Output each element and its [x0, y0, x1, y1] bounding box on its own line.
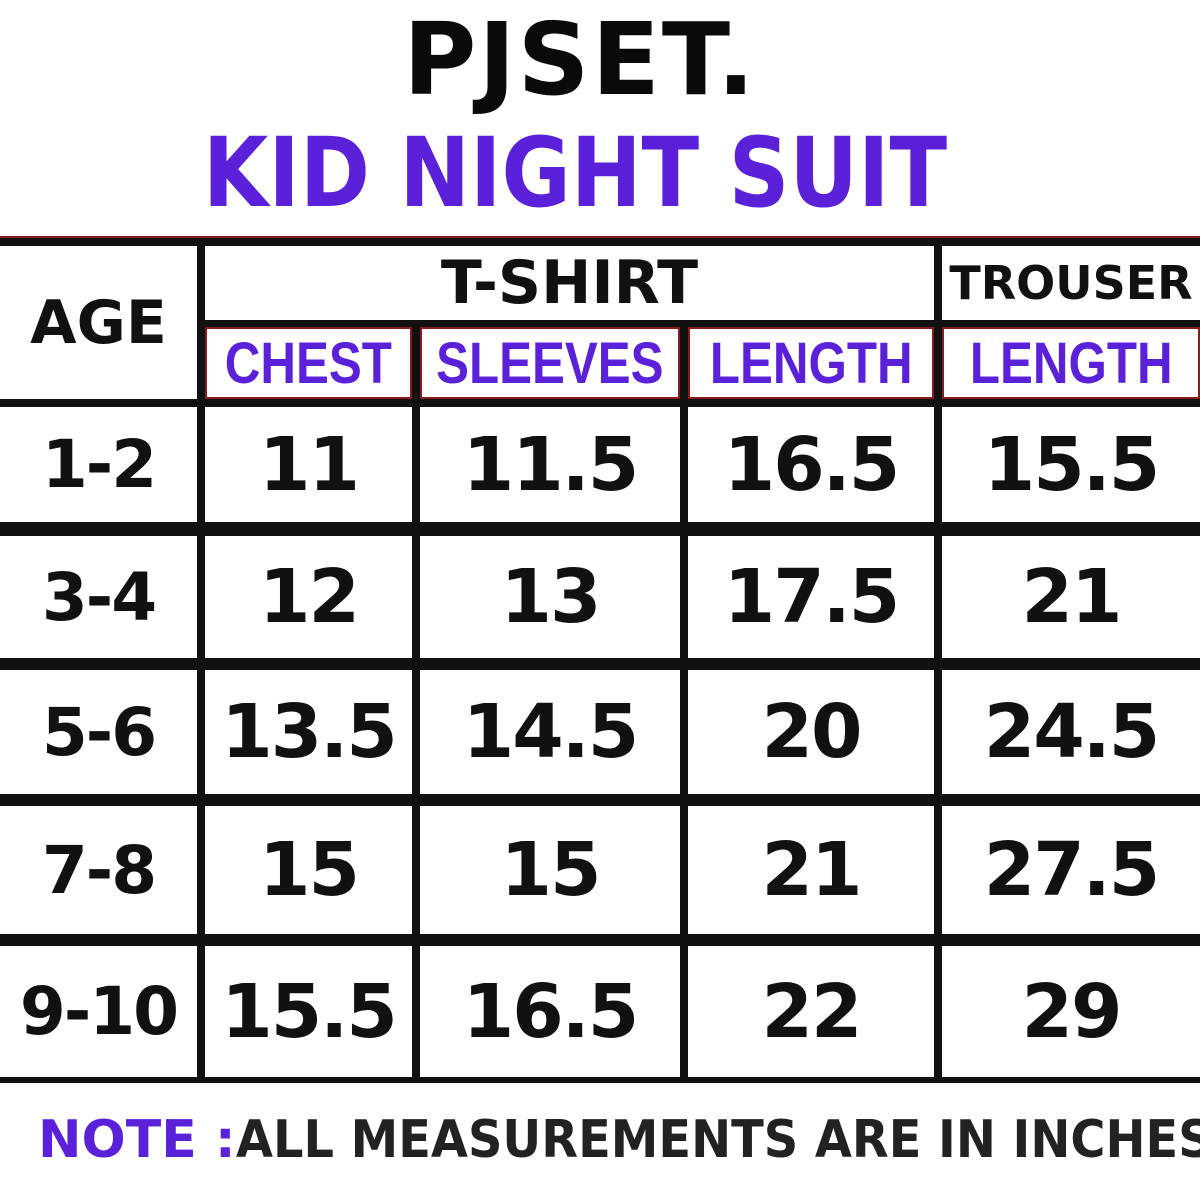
cell-trouser-length: 21 [942, 536, 1200, 658]
cell-trouser-length: 15.5 [942, 407, 1200, 522]
cell-age: 3-4 [0, 536, 197, 658]
header-trouser-length-label: LENGTH [969, 330, 1173, 396]
page-title: KID NIGHT SUIT [202, 117, 948, 229]
cell-length: 17.5 [688, 536, 934, 658]
header-sleeves: SLEEVES [420, 327, 680, 399]
cell-sleeves: 13 [420, 536, 680, 658]
cell-trouser-length: 24.5 [942, 670, 1200, 794]
size-chart-table: AGE T-SHIRT TROUSER CHEST SLEEVES LENGTH… [0, 236, 1200, 1083]
cell-trouser-length: 27.5 [942, 806, 1200, 934]
cell-sleeves: 14.5 [420, 670, 680, 794]
header-length-label: LENGTH [709, 330, 913, 396]
cell-chest: 15 [205, 806, 412, 934]
header-sleeves-label: SLEEVES [436, 330, 664, 396]
header-chest: CHEST [205, 327, 412, 399]
cell-chest: 11 [205, 407, 412, 522]
cell-age: 9-10 [0, 946, 197, 1077]
brand-logo: PJSET. [403, 1, 757, 118]
cell-age: 7-8 [0, 806, 197, 934]
cell-length: 21 [688, 806, 934, 934]
header-trouser: TROUSER [942, 246, 1200, 320]
cell-trouser-length: 29 [942, 946, 1200, 1077]
cell-chest: 15.5 [205, 946, 412, 1077]
cell-age: 1-2 [0, 407, 197, 522]
header-tshirt: T-SHIRT [205, 246, 934, 320]
cell-sleeves: 15 [420, 806, 680, 934]
note-text: ALL MEASUREMENTS ARE IN INCHES [235, 1110, 1200, 1170]
header-trouser-length: LENGTH [942, 327, 1200, 399]
header-length: LENGTH [688, 327, 934, 399]
cell-length: 16.5 [688, 407, 934, 522]
cell-sleeves: 11.5 [420, 407, 680, 522]
cell-length: 20 [688, 670, 934, 794]
cell-chest: 12 [205, 536, 412, 658]
note-label: NOTE : [38, 1110, 236, 1170]
cell-length: 22 [688, 946, 934, 1077]
note: NOTE : ALL MEASUREMENTS ARE IN INCHES [38, 1100, 1200, 1180]
cell-age: 5-6 [0, 670, 197, 794]
cell-sleeves: 16.5 [420, 946, 680, 1077]
header-age: AGE [0, 246, 197, 399]
header-chest-label: CHEST [224, 330, 393, 396]
cell-chest: 13.5 [205, 670, 412, 794]
